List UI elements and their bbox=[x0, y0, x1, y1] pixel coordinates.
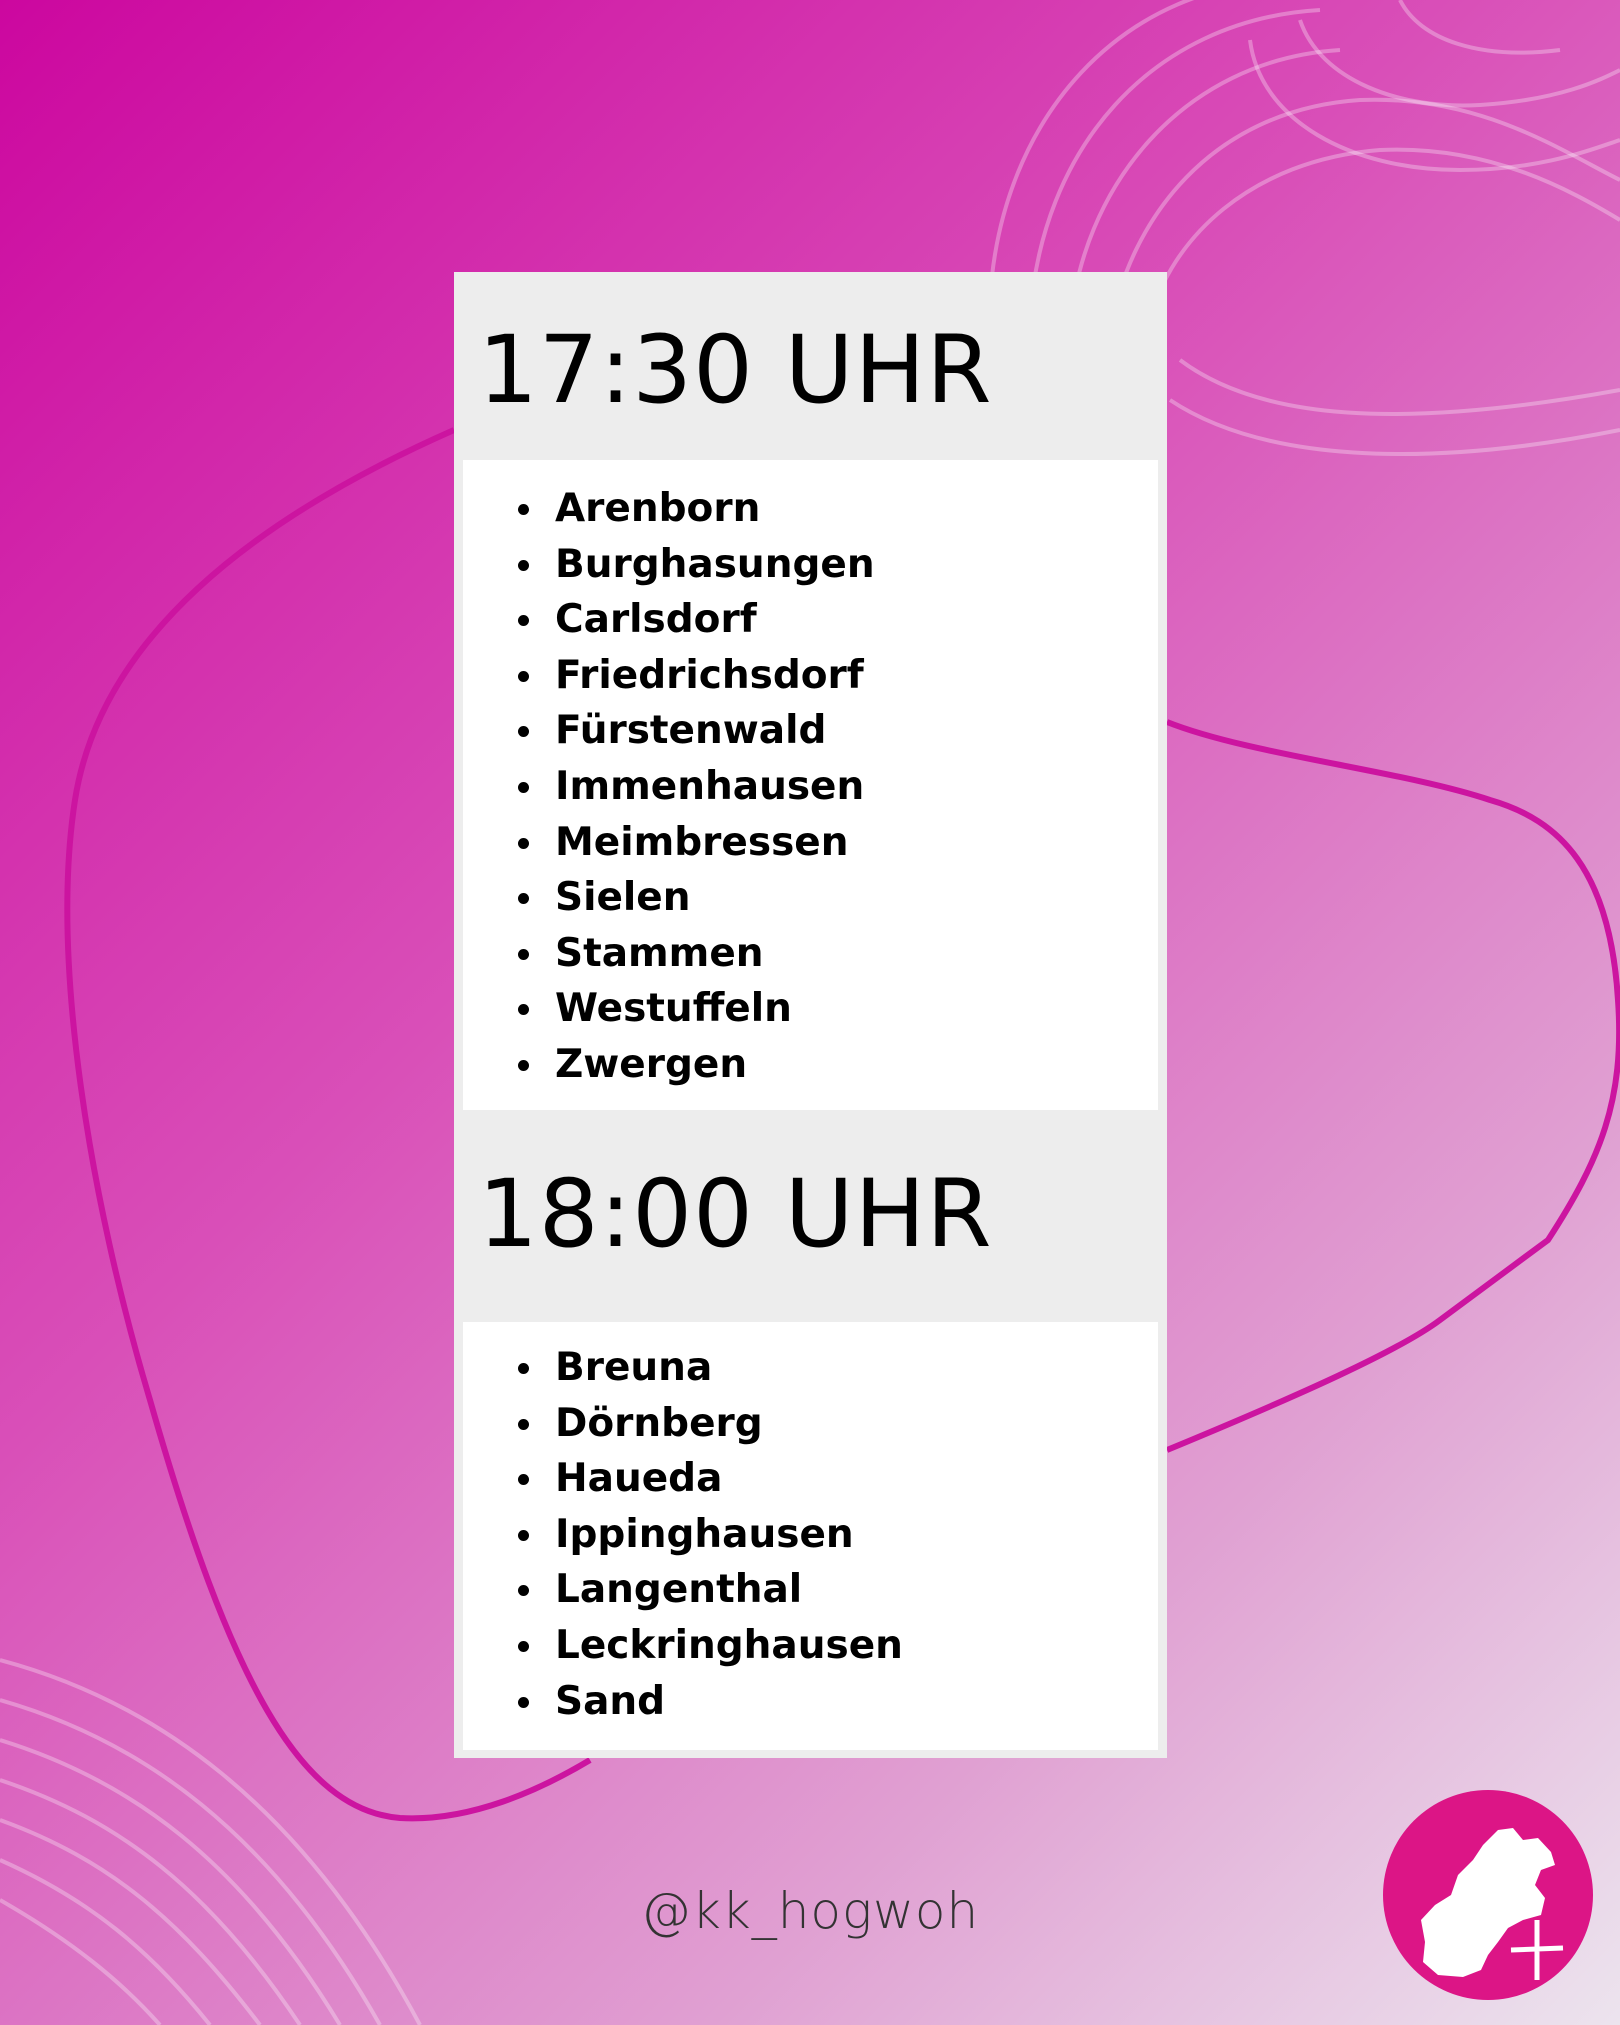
district-map-with-cross-icon bbox=[1421, 1828, 1564, 1980]
list-item: Sielen bbox=[463, 870, 1158, 926]
district-logo bbox=[1383, 1790, 1593, 2000]
place-list-1: Arenborn Burghasungen Carlsdorf Friedric… bbox=[463, 460, 1158, 1110]
social-handle: @kk_hogwoh bbox=[640, 1882, 980, 1940]
list-item: Sand bbox=[463, 1674, 1158, 1730]
list-item: Westuffeln bbox=[463, 981, 1158, 1037]
list-item: Immenhausen bbox=[463, 759, 1158, 815]
list-item: Burghasungen bbox=[463, 537, 1158, 593]
list-item: Arenborn bbox=[463, 481, 1158, 537]
place-list-2: Breuna Dörnberg Haueda Ippinghausen Lang… bbox=[463, 1322, 1158, 1750]
time-heading-2: 18:00 UHR bbox=[478, 1160, 993, 1269]
list-item: Stammen bbox=[463, 926, 1158, 982]
schedule-card: 17:30 UHR Arenborn Burghasungen Carlsdor… bbox=[454, 272, 1167, 1758]
list-item: Fürstenwald bbox=[463, 703, 1158, 759]
list-item: Zwergen bbox=[463, 1037, 1158, 1093]
list-item: Langenthal bbox=[463, 1562, 1158, 1618]
list-item: Haueda bbox=[463, 1451, 1158, 1507]
list-item: Dörnberg bbox=[463, 1396, 1158, 1452]
time-heading-1: 17:30 UHR bbox=[478, 316, 993, 425]
list-item: Leckringhausen bbox=[463, 1618, 1158, 1674]
list-item: Breuna bbox=[463, 1340, 1158, 1396]
list-item: Ippinghausen bbox=[463, 1507, 1158, 1563]
list-item: Carlsdorf bbox=[463, 592, 1158, 648]
list-item: Meimbressen bbox=[463, 815, 1158, 871]
list-item: Friedrichsdorf bbox=[463, 648, 1158, 704]
